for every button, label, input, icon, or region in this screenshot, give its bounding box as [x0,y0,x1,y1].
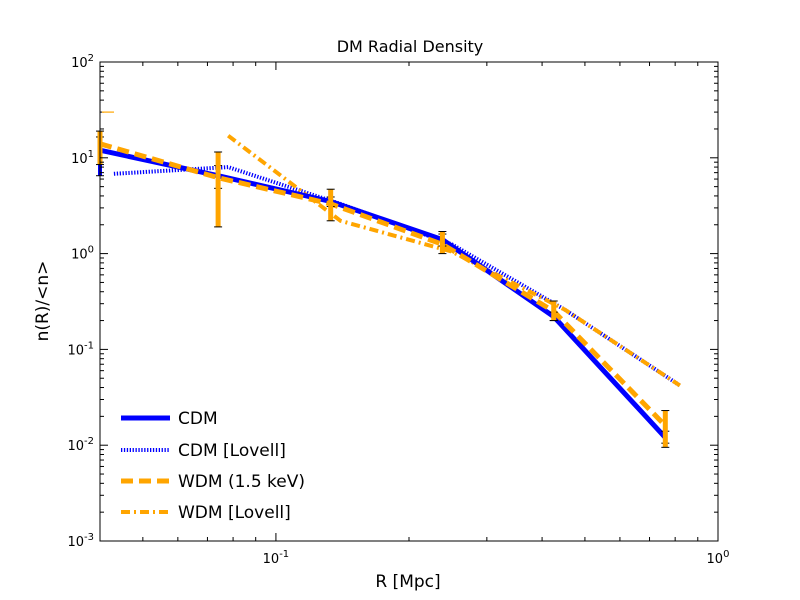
legend-label: CDM [178,409,218,429]
x-tick-label: 100 [707,549,730,567]
y-tick-label: 101 [71,149,94,167]
plot-area: 10-1 100 10-3 10-2 10-1 100 101 102 [67,53,729,567]
legend-label: WDM [Lovell] [178,503,291,523]
series-line-wdm-1-5-kev [100,141,668,428]
x-axis-label: R [Mpc] [375,572,440,592]
y-tick-label: 10-1 [67,340,94,358]
y-tick-label: 10-2 [67,436,94,454]
legend-label: CDM [Lovell] [178,441,286,461]
legend-label: WDM (1.5 keV) [178,472,305,492]
y-axis-label: n(R)/<n> [33,261,53,342]
y-tick-label: 102 [71,53,94,71]
y-tick-label: 100 [71,245,94,263]
legend: CDM CDM [Lovell] WDM (1.5 keV) WDM [Lovell] [121,409,305,523]
chart-title: DM Radial Density [337,37,484,56]
x-tick-label: 10-1 [263,549,290,567]
series-line-cdm [100,147,668,440]
y-tick-label: 10-3 [67,532,94,550]
